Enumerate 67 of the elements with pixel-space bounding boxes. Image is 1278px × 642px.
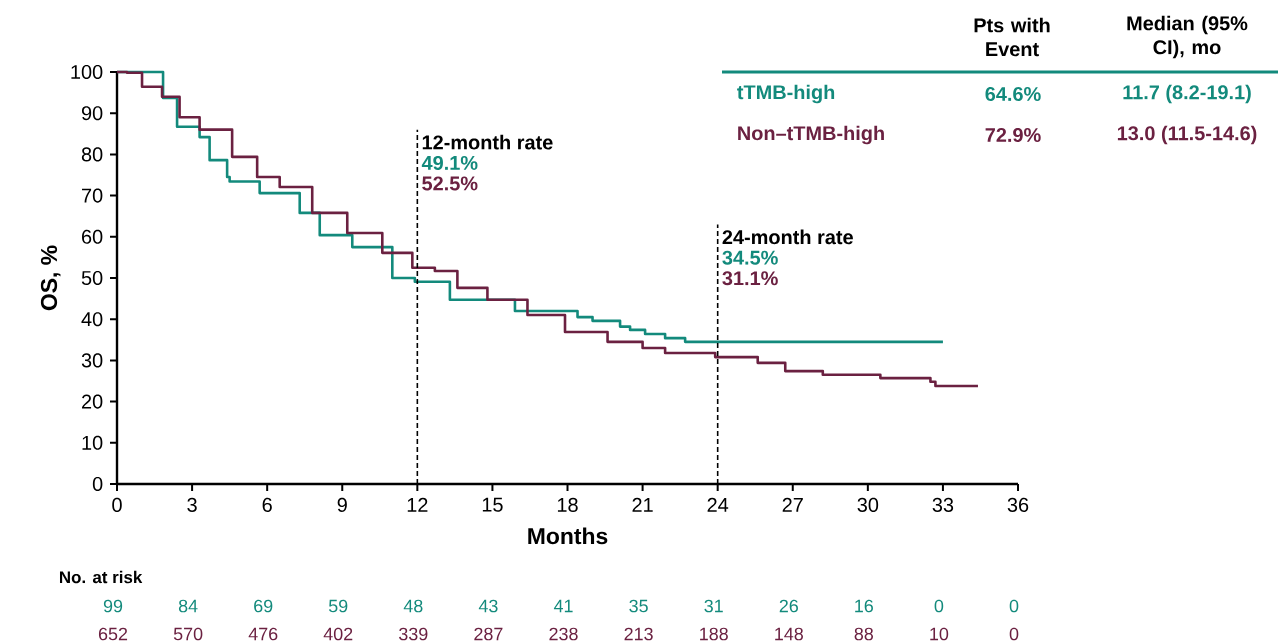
text: 84 (178, 599, 198, 613)
annotation: 52.5% (422, 176, 478, 191)
annotation: 72.9% (985, 127, 1041, 143)
x-tick-label: 30 (857, 497, 879, 512)
y-tick-label: 70 (82, 188, 103, 203)
y-tick-label: 0 (92, 476, 103, 492)
y-axis-title: OS, % (40, 245, 61, 311)
text: 99 (103, 599, 123, 613)
text: 48 (403, 599, 423, 613)
annotation: 31.1% (722, 271, 778, 286)
ref-line-label: 24-month rate (722, 229, 853, 245)
text: 31 (704, 599, 723, 613)
y-tick-label: 30 (81, 353, 103, 368)
text: 188 (700, 627, 728, 641)
x-tick-label: 3 (187, 497, 197, 512)
text: 238 (549, 627, 578, 641)
text: 16 (855, 599, 873, 613)
text: Non–tTMB-high (738, 125, 884, 145)
x-tick-label: 15 (482, 497, 503, 512)
y-tick-label: 10 (82, 435, 103, 450)
text: 0 (1009, 599, 1019, 613)
x-tick-label: 24 (707, 497, 729, 512)
x-tick-label: 18 (557, 497, 578, 512)
text: 339 (399, 627, 428, 641)
text: No. at risk (59, 570, 143, 584)
ref-line-label: 12-month rate (422, 134, 553, 150)
annotation: 49.1% (421, 155, 478, 170)
y-tick-label: 20 (82, 394, 103, 409)
text: 652 (98, 627, 128, 641)
text: 476 (248, 627, 278, 641)
annotation: 64.6% (985, 86, 1041, 102)
text: 35 (629, 599, 648, 613)
x-tick-label: 0 (112, 497, 122, 512)
text: 148 (775, 627, 803, 641)
y-tick-label: 60 (82, 229, 103, 244)
y-tick-label: 40 (81, 312, 103, 327)
text: Pts with Event (974, 17, 1050, 57)
text: 11.7 (8.2-19.1) (1123, 84, 1251, 104)
text: 41 (553, 599, 573, 613)
x-axis-title: Months (528, 527, 608, 545)
text: 88 (854, 627, 873, 641)
y-tick-label: 80 (81, 147, 103, 162)
x-tick-label: 21 (632, 497, 653, 512)
y-tick-label: 50 (81, 270, 103, 286)
text: 13.0 (11.5-14.6) (1117, 125, 1257, 145)
text: 69 (254, 599, 273, 613)
text: 570 (173, 627, 203, 641)
annotation: 34.5% (722, 250, 778, 265)
text: 43 (478, 599, 498, 613)
y-tick-label: 90 (81, 106, 103, 121)
text: 0 (934, 599, 944, 613)
text: 26 (779, 599, 798, 613)
x-tick-label: 36 (1007, 497, 1029, 512)
text: 213 (624, 627, 653, 641)
y-tick-label: 100 (71, 64, 103, 80)
text: 10 (930, 627, 949, 641)
text: 402 (323, 627, 353, 641)
x-tick-label: 27 (782, 497, 803, 512)
x-tick-label: 9 (337, 497, 347, 512)
text: Median (95% CI), mo (1127, 15, 1248, 59)
x-tick-label: 6 (262, 497, 272, 512)
x-tick-label: 12 (407, 497, 428, 512)
x-tick-label: 33 (932, 497, 954, 512)
text: 287 (474, 627, 503, 641)
text: 59 (328, 599, 348, 613)
text: tTMB-high (737, 84, 835, 104)
text: 0 (1009, 627, 1019, 641)
